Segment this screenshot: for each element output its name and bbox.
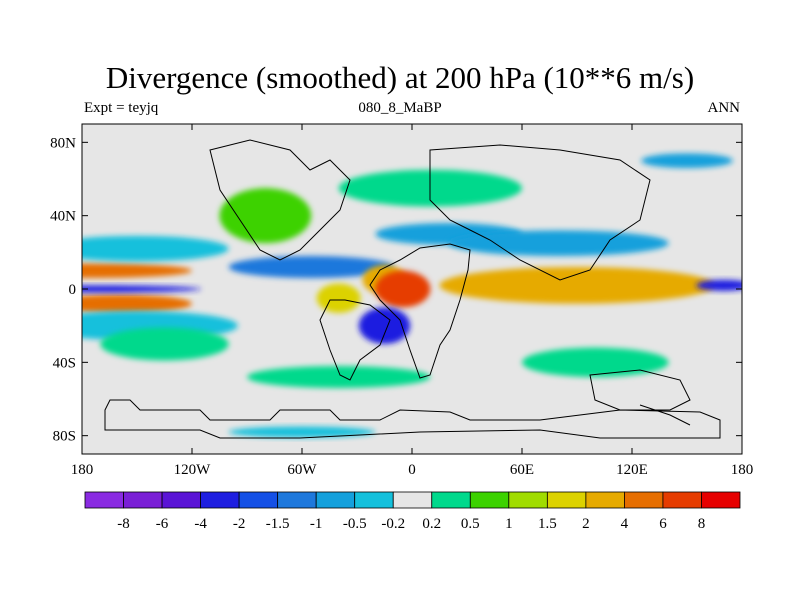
colorbar-label-4: -1.5 xyxy=(266,516,290,532)
colorbar-swatch-9 xyxy=(431,491,471,509)
field-patch-11 xyxy=(358,307,411,344)
colorbar-swatch-7 xyxy=(354,491,394,509)
field-patch-7 xyxy=(228,256,394,278)
x-tick-label-6: 180 xyxy=(731,462,754,478)
colorbar-label-8: 0.2 xyxy=(422,516,441,532)
colorbar-label-12: 2 xyxy=(582,516,590,532)
y-axis: 80N 40N 0 40S 80S xyxy=(50,135,742,445)
x-tick-label-2: 60W xyxy=(287,462,317,478)
x-tick-label-5: 120E xyxy=(616,462,648,478)
colorbar-swatch-8 xyxy=(392,491,433,509)
colorbar: -8 -6 -4 -2 -1.5 -1 -0.5 -0.2 0.2 0.5 1 1.5 2 4 6 8 xyxy=(84,491,741,532)
field-patch-20 xyxy=(641,153,733,169)
colorbar-swatch-15 xyxy=(662,491,702,509)
colorbar-swatch-11 xyxy=(508,491,548,509)
field-patch-18 xyxy=(247,366,431,388)
colorbar-swatch-4 xyxy=(238,491,279,509)
colorbar-label-1: -6 xyxy=(156,516,169,532)
field-patch-0 xyxy=(82,263,192,278)
colorbar-label-0: -8 xyxy=(117,516,130,532)
colorbar-swatch-6 xyxy=(315,491,356,509)
colorbar-label-5: -1 xyxy=(310,516,323,532)
field-patch-19 xyxy=(228,426,376,438)
colorbar-swatch-14 xyxy=(624,491,664,509)
colorbar-swatch-16 xyxy=(701,491,741,509)
field-patch-10 xyxy=(375,270,431,308)
coastlines xyxy=(104,139,721,439)
divergence-field xyxy=(82,153,742,438)
colorbar-label-7: -0.2 xyxy=(381,516,405,532)
field-patch-3 xyxy=(82,235,229,262)
field-patch-15 xyxy=(448,230,669,256)
y-tick-label-3: 40S xyxy=(53,355,76,371)
colorbar-swatch-3 xyxy=(200,491,240,509)
field-patch-17 xyxy=(522,347,669,378)
colorbar-swatch-0 xyxy=(84,491,124,509)
colorbar-label-9: 0.5 xyxy=(461,516,480,532)
colorbar-swatch-1 xyxy=(123,491,163,509)
x-axis: 180 120W 60W 0 60E 120E 180 xyxy=(71,124,754,478)
colorbar-label-3: -2 xyxy=(233,516,246,532)
colorbar-swatch-13 xyxy=(585,491,625,509)
field-patch-14 xyxy=(439,267,715,304)
colorbar-swatch-2 xyxy=(161,491,201,509)
x-tick-label-3: 0 xyxy=(408,462,416,478)
colorbar-label-15: 8 xyxy=(698,516,706,532)
y-tick-label-4: 80S xyxy=(53,429,76,445)
colorbar-label-10: 1 xyxy=(505,516,513,532)
season-label: ANN xyxy=(707,100,741,116)
colorbar-swatch-10 xyxy=(469,491,510,509)
y-tick-label-1: 40N xyxy=(50,209,76,225)
colorbar-swatch-5 xyxy=(277,491,317,509)
colorbar-label-14: 6 xyxy=(659,516,667,532)
x-tick-label-4: 60E xyxy=(510,462,534,478)
field-patch-16 xyxy=(696,279,742,291)
colorbar-label-13: 4 xyxy=(621,516,629,532)
colorbar-label-6: -0.5 xyxy=(343,516,367,532)
field-patch-8 xyxy=(316,283,361,313)
field-patch-5 xyxy=(100,327,229,361)
colorbar-label-2: -4 xyxy=(194,516,207,532)
y-tick-label-2: 0 xyxy=(69,282,77,298)
chart-title: Divergence (smoothed) at 200 hPa (10**6 … xyxy=(105,60,695,95)
y-tick-label-0: 80N xyxy=(50,135,76,151)
field-patch-1 xyxy=(82,294,192,313)
x-tick-label-0: 180 xyxy=(71,462,94,478)
colorbar-label-11: 1.5 xyxy=(538,516,557,532)
field-patch-2 xyxy=(82,285,202,293)
period-label: 080_8_MaBP xyxy=(358,100,442,116)
x-tick-label-1: 120W xyxy=(174,462,212,478)
experiment-label: Expt = teyjq xyxy=(84,100,159,116)
field-patch-6 xyxy=(219,188,312,244)
colorbar-swatch-12 xyxy=(546,491,587,509)
